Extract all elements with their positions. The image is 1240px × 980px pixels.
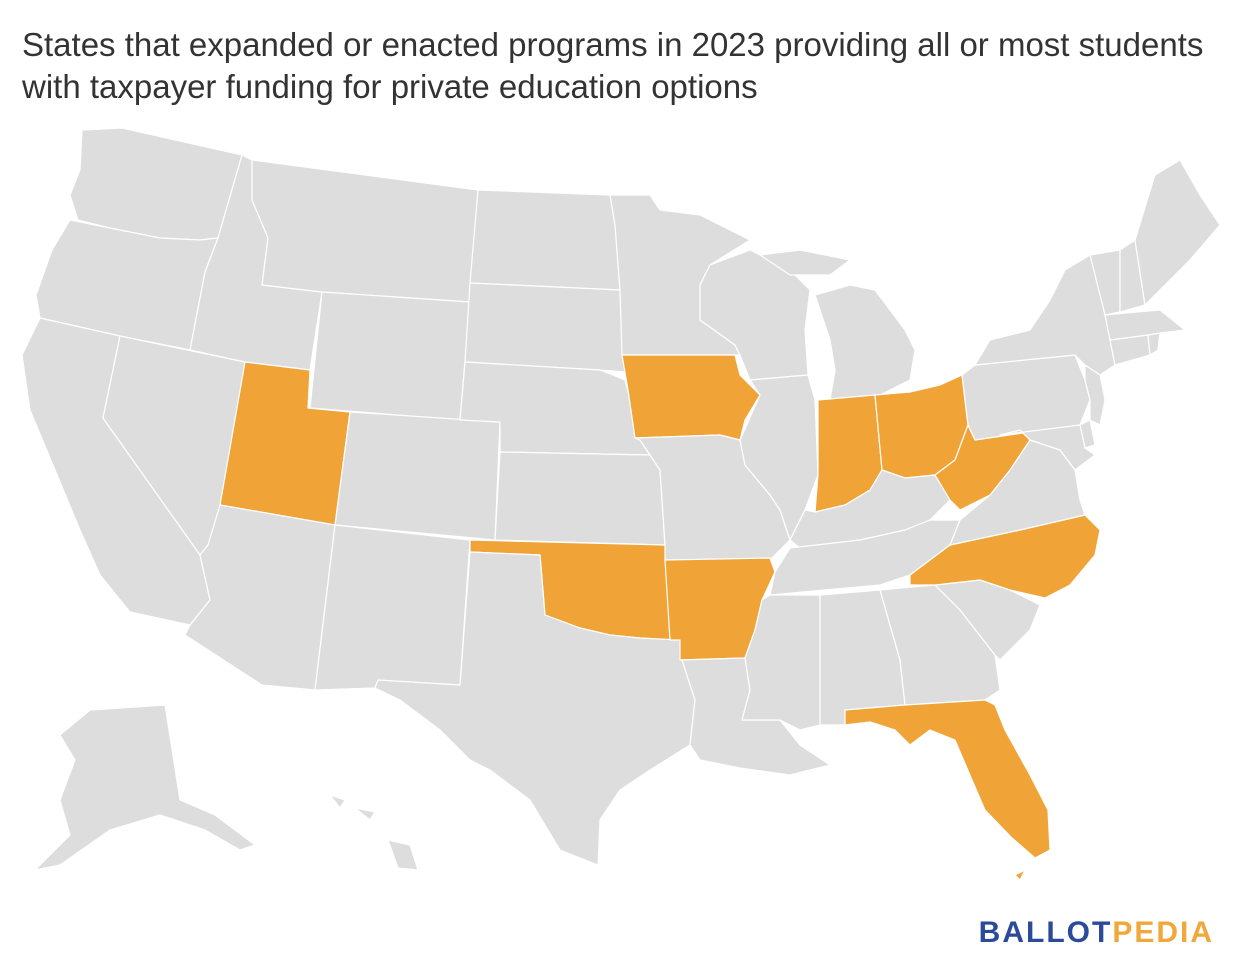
state-wy [309,291,471,421]
state-ks [494,451,666,546]
state-tx [374,551,696,866]
state-mt [251,159,479,303]
state-wi [699,249,811,381]
state-sd [464,282,626,373]
state-md [999,424,1096,471]
state-me [1134,159,1221,306]
state-il [739,374,819,541]
state-co [334,411,501,541]
state-nj [1084,364,1106,426]
state-ma [1104,309,1186,341]
state-hi [329,794,419,871]
map-title: States that expanded or enacted programs… [22,26,1204,105]
state-wa [69,127,243,241]
logo-part2: PEDIA [1112,916,1214,949]
state-nm [314,524,471,691]
logo-part1: BALLOT [978,916,1113,949]
state-mi [759,249,916,401]
ballotpedia-logo: BALLOTPEDIA [979,916,1214,950]
state-ak [34,704,256,871]
state-fl [844,699,1051,881]
state-ky [789,469,951,549]
state-ri [1147,332,1161,356]
state-ia [621,354,761,441]
state-nd [469,189,621,291]
